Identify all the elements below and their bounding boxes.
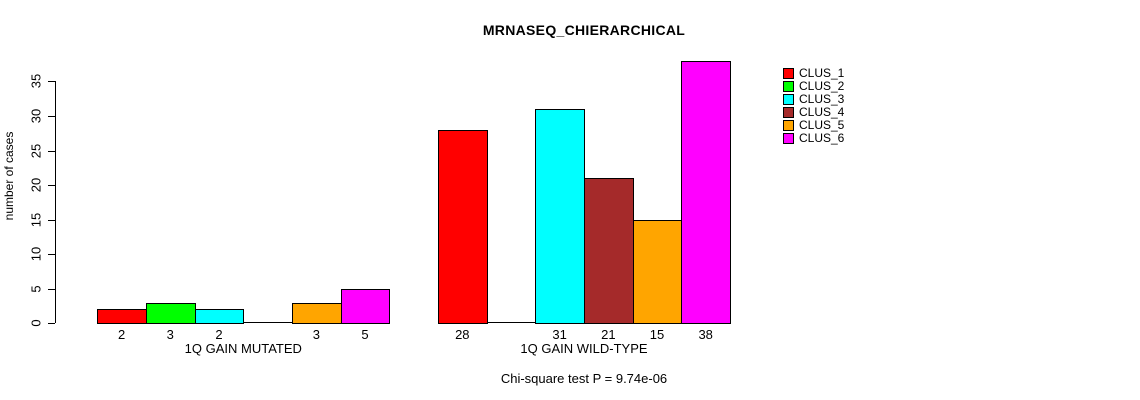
- bar-value-label: 21: [601, 327, 616, 342]
- y-axis-tick-label: 5: [28, 285, 44, 293]
- y-axis-tick: [48, 219, 55, 221]
- y-axis-tick: [48, 185, 55, 187]
- y-axis-tick-label: 25: [28, 143, 44, 158]
- bar-clus_6-group1: [681, 60, 731, 325]
- bar-clus_1-group0: [97, 309, 147, 325]
- y-axis-tick-label: 30: [28, 108, 44, 124]
- bar-value-label: 2: [215, 327, 223, 342]
- bar-value-label: 3: [312, 327, 320, 342]
- bar-value-label: 31: [552, 327, 567, 342]
- bar-value-label: 38: [698, 327, 713, 342]
- y-axis-tick-label: 20: [28, 177, 44, 193]
- bar-clus_4-group1: [584, 178, 634, 325]
- y-axis-tick: [48, 254, 55, 256]
- y-axis-tick-label: 10: [28, 246, 44, 262]
- bar-value-label: 15: [649, 327, 665, 342]
- bar-clus_1-group1: [437, 129, 488, 325]
- y-axis-tick: [48, 115, 55, 117]
- legend-label-clus_1: CLUS_1: [799, 66, 845, 80]
- bar-clus_5-group1: [632, 219, 683, 325]
- legend-swatch-clus_1: [783, 68, 794, 79]
- y-axis-line: [55, 81, 56, 324]
- legend-label-clus_3: CLUS_3: [799, 92, 845, 106]
- y-axis-tick: [48, 150, 55, 152]
- y-axis-tick-label: 35: [28, 74, 44, 89]
- legend-label-clus_6: CLUS_6: [799, 131, 845, 145]
- bar-clus_5-group0: [291, 302, 342, 325]
- y-axis-tick: [48, 81, 55, 83]
- y-axis-label: number of cases: [2, 131, 16, 221]
- bar-clus_4-group0-zero: [243, 322, 293, 324]
- chi-square-note: Chi-square test P = 9.74e-06: [500, 371, 668, 386]
- legend-swatch-clus_2: [783, 81, 794, 92]
- bar-clus_3-group0: [194, 309, 245, 325]
- legend-label-clus_2: CLUS_2: [799, 79, 845, 93]
- bar-value-label: 2: [118, 327, 126, 342]
- bar-clus_6-group0: [340, 288, 391, 325]
- bar-value-label: 28: [455, 327, 470, 342]
- legend-swatch-clus_5: [783, 120, 794, 131]
- y-axis-tick-label: 15: [28, 212, 44, 227]
- bar-clus_2-group1-zero: [486, 322, 537, 324]
- legend-swatch-clus_6: [783, 133, 794, 144]
- chart-title: MRNASEQ_CHIERARCHICAL: [482, 22, 686, 38]
- legend-label-clus_4: CLUS_4: [799, 105, 845, 119]
- bar-value-label: 3: [166, 327, 174, 342]
- y-axis-tick-label: 0: [28, 319, 44, 327]
- legend-label-clus_5: CLUS_5: [799, 118, 845, 132]
- legend-swatch-clus_4: [783, 107, 794, 118]
- y-axis-tick: [48, 288, 55, 290]
- bar-clus_2-group0: [145, 302, 196, 325]
- group-label: 1Q GAIN WILD-TYPE: [520, 341, 648, 356]
- group-label: 1Q GAIN MUTATED: [184, 341, 302, 356]
- bar-value-label: 5: [361, 327, 369, 342]
- y-axis-tick: [48, 323, 55, 325]
- legend-swatch-clus_3: [783, 94, 794, 105]
- bar-clus_3-group1: [535, 109, 585, 325]
